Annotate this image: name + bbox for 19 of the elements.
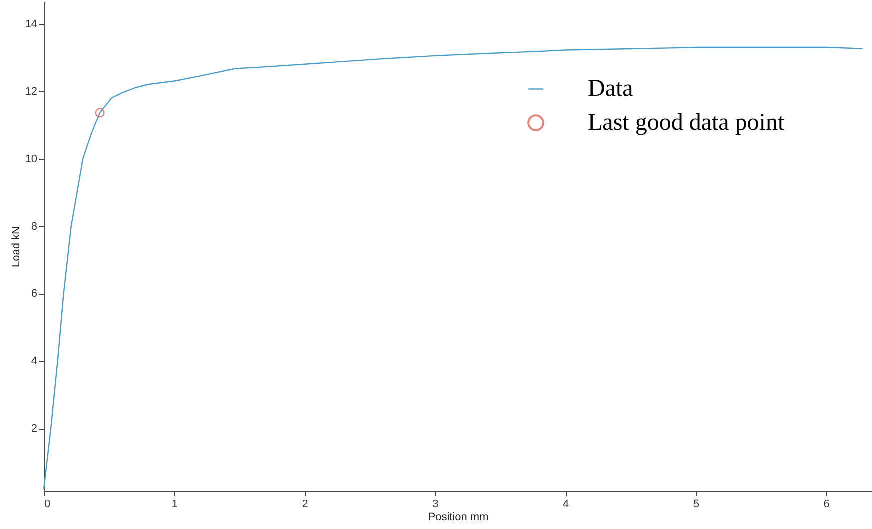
x-tick-label: 3 <box>432 498 439 510</box>
x-tick-label: 0 <box>44 498 51 510</box>
line-series <box>43 46 864 490</box>
y-tick-label: 14 <box>25 18 38 30</box>
legend-label: Last good data point <box>588 110 785 136</box>
x-tick-label: 5 <box>693 498 700 510</box>
y-tick-label: 2 <box>31 423 38 436</box>
y-tick-label: 10 <box>25 153 38 166</box>
y-tick-label: 6 <box>31 288 38 300</box>
x-tick-label: 4 <box>563 498 570 510</box>
x-tick-label: 6 <box>824 498 830 510</box>
y-tick-label: 4 <box>31 356 38 368</box>
x-tick-label: 1 <box>172 498 178 510</box>
legend-label: Data <box>588 76 634 102</box>
x-tick-label: 2 <box>302 498 308 510</box>
y-tick-label: 12 <box>25 86 38 98</box>
x-axis-title: Position mm <box>428 512 489 524</box>
y-tick-label: 8 <box>31 220 38 233</box>
y-axis-title: Load kN <box>10 226 22 268</box>
